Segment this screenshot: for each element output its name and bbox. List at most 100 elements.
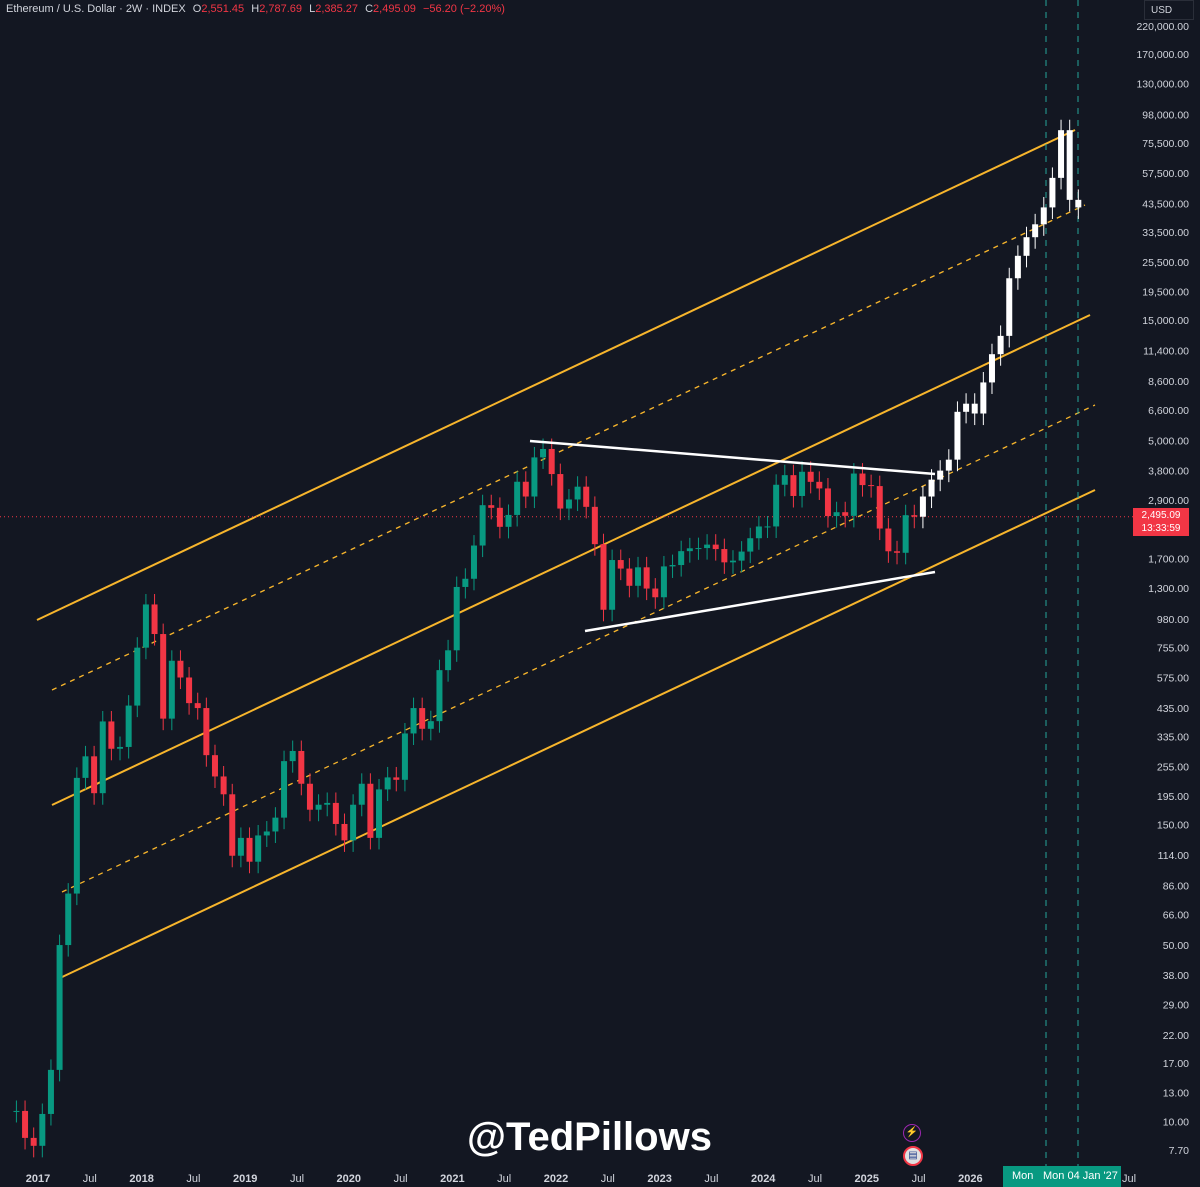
x-axis-tick: 2025 [855,1173,879,1185]
candle [660,566,667,598]
candle [686,548,693,552]
candle [755,526,762,539]
candle [350,804,357,841]
candle [186,677,193,704]
candle [177,660,184,678]
y-axis-tick: 435.00 [1157,703,1189,715]
x-axis-tick: 2023 [647,1173,671,1185]
candle [220,776,227,795]
projection-candle [937,470,944,480]
projection-candle [997,335,1004,355]
lightning-icon[interactable]: ⚡ [903,1124,921,1142]
candle [289,750,296,762]
y-axis-tick: 255.00 [1157,762,1189,774]
candle [462,578,469,587]
y-axis-tick: 130,000.00 [1136,79,1189,91]
candle [574,486,581,500]
x-axis-tick: 2021 [440,1173,464,1185]
y-axis-tick: 335.00 [1157,732,1189,744]
y-axis-tick: 6,600.00 [1148,405,1189,417]
y-axis-tick: 66.00 [1163,910,1189,922]
currency-selector[interactable]: USD [1144,0,1194,20]
projection-candle [919,496,926,517]
candle [298,750,305,784]
y-axis-tick: 50.00 [1163,940,1189,952]
candle [47,1069,54,1114]
candle [617,560,624,569]
candle [522,481,529,497]
y-axis-tick: 114.00 [1158,850,1189,862]
candle [557,474,564,509]
candle [203,708,210,756]
candle [911,515,918,517]
candle [609,560,616,610]
symbol-title[interactable]: Ethereum / U.S. Dollar · 2W · INDEX [6,3,186,15]
candle [91,756,98,794]
y-axis-tick: 220,000.00 [1136,21,1189,33]
projection-candle [1014,255,1021,279]
candle [246,837,253,862]
symbol-header: Ethereum / U.S. Dollar · 2W · INDEX O2,5… [6,3,505,15]
channel-middle-line [51,314,1091,806]
x-axis-tick: 2024 [751,1173,776,1185]
candle [695,548,702,550]
low-value: 2,385.27 [315,3,359,15]
candle [678,551,685,566]
y-axis-tick: 38.00 [1163,970,1189,982]
projection-candle [1006,278,1013,336]
y-axis-tick: 8,600.00 [1148,376,1189,388]
us-flag-icon[interactable]: ▤ [903,1146,923,1166]
y-axis-tick: 25,500.00 [1142,257,1189,269]
y-axis-tick: 19,500.00 [1142,286,1189,298]
candle [876,486,883,529]
candle [868,485,875,487]
candle [773,484,780,527]
candle [885,528,892,552]
candle [470,545,477,579]
projection-candle [1023,237,1030,256]
candle [65,893,72,946]
projection-candle [1049,177,1056,208]
projection-candle [1040,207,1047,225]
candle [263,831,270,836]
x-axis-tick: 2018 [129,1173,153,1185]
candle [367,783,374,838]
y-axis-tick: 150.00 [1157,820,1189,832]
projection-candle [954,411,961,460]
candle [479,505,486,546]
x-axis-tick: Jul [394,1173,408,1185]
projection-candle [945,459,952,471]
candle [781,475,788,485]
candle [635,567,642,586]
candle [13,1110,20,1112]
candle [583,486,590,507]
candle [565,499,572,509]
x-axis-tick: Jul [704,1173,718,1185]
x-axis-tick: Jul [912,1173,926,1185]
candle [747,538,754,552]
candle [626,568,633,586]
candle [306,783,313,810]
candle [384,777,391,790]
x-axis-tick: 2020 [337,1173,361,1185]
watermark: @TedPillows [467,1115,712,1159]
candle [514,481,521,515]
projection-candle [980,382,987,414]
y-axis-tick: 98,000.00 [1142,110,1189,122]
candle [168,660,175,719]
candle [850,473,857,516]
candle [229,794,236,856]
x-axis-tick: 2026 [958,1173,982,1185]
candle [73,777,80,894]
candle [764,526,771,528]
candle [30,1137,37,1146]
candle [600,544,607,610]
x-axis-tick: Jul [290,1173,304,1185]
y-axis-tick: 17.00 [1163,1058,1189,1070]
y-axis-tick: 1,300.00 [1148,583,1189,595]
y-axis-tick: 13.00 [1163,1088,1189,1100]
candle [902,515,909,553]
crosshair-date-label: Mon Mon 04 Jan '27 [1003,1166,1121,1187]
x-axis-tick: Jul [83,1173,97,1185]
